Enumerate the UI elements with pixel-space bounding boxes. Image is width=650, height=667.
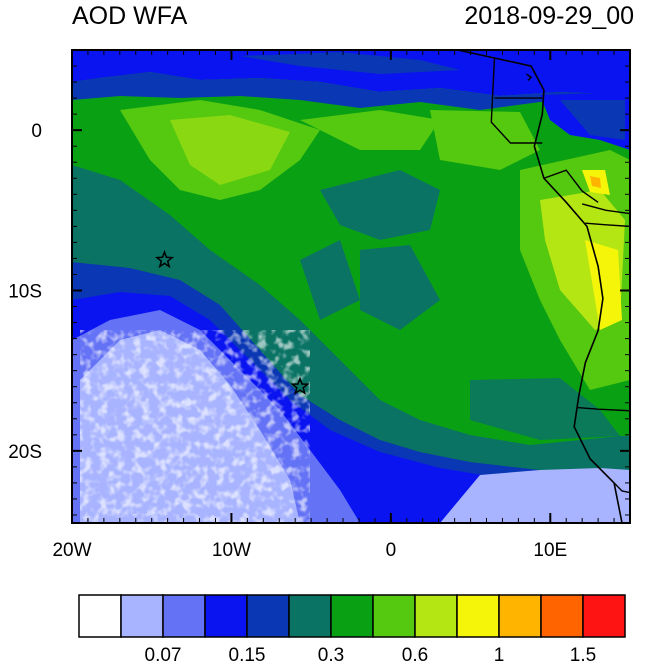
colorbar-swatch — [204, 594, 248, 638]
marker-layer — [154, 249, 310, 395]
country-border — [525, 73, 533, 81]
star-marker-2 — [290, 376, 310, 395]
y-tick-label: 10S — [8, 282, 42, 303]
colorbar-label: 0.15 — [229, 645, 266, 666]
country-border — [490, 57, 543, 144]
coastline-layer — [457, 50, 630, 523]
map-date: 2018-09-29_00 — [464, 2, 634, 30]
country-border — [585, 222, 630, 228]
y-tick-label: 0 — [31, 121, 42, 142]
colorbar-label: 1.5 — [570, 645, 596, 666]
y-tick-label: 20S — [8, 442, 42, 463]
colorbar-swatch — [582, 594, 626, 638]
aod-field — [72, 50, 630, 523]
colorbar-swatch — [330, 594, 374, 638]
axis-ticks: 20W 10W 0 10E 0 10S 20S — [8, 49, 631, 561]
colorbar-swatch — [162, 594, 206, 638]
map-title: AOD WFA — [72, 2, 188, 30]
colorbar-label: 0.3 — [318, 645, 344, 666]
x-tick-label: 10W — [212, 540, 251, 561]
colorbar-swatch — [498, 594, 542, 638]
coastline — [457, 50, 630, 523]
colorbar-swatch — [456, 594, 500, 638]
x-tick-label: 0 — [386, 540, 397, 561]
plot-frame — [71, 49, 631, 524]
country-border — [543, 169, 599, 203]
colorbar-swatch — [288, 594, 332, 638]
colorbar-swatch — [540, 594, 584, 638]
colorbar-swatch — [246, 594, 290, 638]
country-border — [613, 482, 630, 494]
colorbar-swatch — [78, 594, 122, 638]
colorbar-label: 1 — [494, 645, 505, 666]
country-border — [581, 203, 630, 215]
country-border — [577, 406, 630, 412]
x-tick-label: 10E — [533, 540, 567, 561]
colorbar-swatch — [414, 594, 458, 638]
colorbar-swatch — [120, 594, 164, 638]
star-marker-1 — [154, 249, 175, 269]
x-tick-label: 20W — [52, 540, 91, 561]
colorbar-swatch — [372, 594, 416, 638]
colorbar: 0.07 0.15 0.3 0.6 1 1.5 — [78, 594, 626, 666]
colorbar-label: 0.07 — [145, 645, 182, 666]
colorbar-label: 0.6 — [402, 645, 428, 666]
